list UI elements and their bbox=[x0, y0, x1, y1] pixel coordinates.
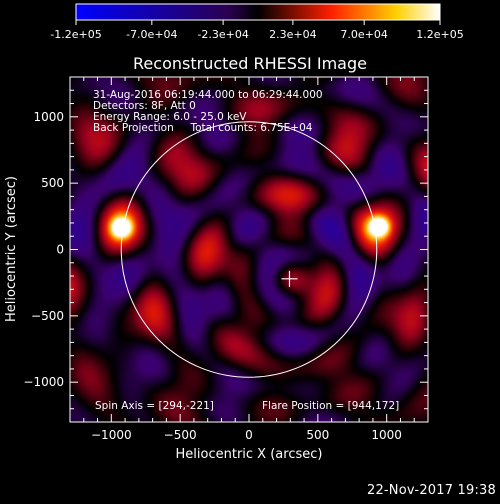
plot-title: Reconstructed RHESSI Image bbox=[133, 54, 367, 73]
y-tick-label: −1000 bbox=[23, 375, 64, 389]
x-tick-label: 1000 bbox=[371, 428, 402, 442]
colorbar-tick-label: 7.0e+04 bbox=[340, 28, 387, 41]
axis-ticks: −1000 −500 0 500 1000 −1000 −500 0 500 1000 bbox=[23, 77, 428, 442]
colorbar-tick-label: -1.2e+05 bbox=[50, 28, 101, 41]
x-tick-label: 0 bbox=[245, 428, 253, 442]
x-tick-label: 500 bbox=[306, 428, 329, 442]
y-tick-label: 0 bbox=[56, 243, 64, 257]
x-tick-label: −500 bbox=[164, 428, 197, 442]
spin-axis-marker bbox=[281, 270, 298, 287]
colorbar-ticks: -1.2e+05 -7.0e+04 -2.3e+04 2.3e+04 7.0e+04 1.… bbox=[50, 20, 464, 41]
y-tick-label: 1000 bbox=[33, 110, 64, 124]
flare-position-label: Flare Position = [944,172] bbox=[262, 400, 399, 412]
y-axis-label: Heliocentric Y (arcsec) bbox=[4, 176, 19, 322]
x-axis-label: Heliocentric X (arcsec) bbox=[176, 447, 323, 462]
colorbar-tick-label: -7.0e+04 bbox=[126, 28, 177, 41]
x-tick-label: −1000 bbox=[91, 428, 132, 442]
colorbar-tick-label: 2.3e+04 bbox=[269, 28, 316, 41]
spin-axis-label: Spin Axis = [294,-221] bbox=[95, 400, 214, 412]
info-line-date: 31-Aug-2016 06:19:44.000 to 06:29:44.000 bbox=[93, 89, 323, 101]
solar-limb-circle bbox=[120, 121, 378, 378]
y-tick-label: 500 bbox=[41, 176, 64, 190]
timestamp: 22-Nov-2017 19:38 bbox=[366, 483, 496, 498]
colorbar-tick-label: -2.3e+04 bbox=[197, 28, 248, 41]
info-line-energy: Energy Range: 6.0 - 25.0 keV bbox=[93, 111, 247, 123]
colorbar bbox=[75, 3, 441, 21]
y-tick-label: −500 bbox=[31, 309, 64, 323]
heatmap-image bbox=[70, 77, 428, 422]
info-line-counts: Back Projection Total counts: 6.75E+04 bbox=[93, 122, 313, 134]
colorbar-tick-label: 1.2e+05 bbox=[416, 28, 463, 41]
info-line-detectors: Detectors: 8F, Att 0 bbox=[93, 100, 196, 112]
